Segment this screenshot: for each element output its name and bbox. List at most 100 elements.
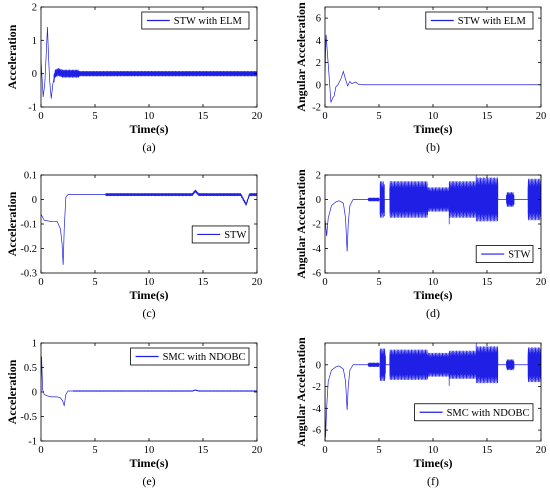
legend: SMC with NDOBC (414, 403, 534, 422)
legend-label: STW (508, 250, 530, 261)
y-tick-label: -0.5 (20, 412, 37, 423)
x-axis-label: Time(s) (129, 122, 168, 136)
plot-area (41, 175, 257, 273)
y-tick-label: 2 (316, 171, 321, 182)
x-tick-label: 20 (252, 445, 263, 456)
x-tick-label: 0 (322, 445, 327, 456)
subfigure-caption: (c) (142, 306, 155, 320)
y-tick-label: -2 (312, 103, 321, 114)
x-tick-label: 20 (536, 111, 547, 122)
x-tick-label: 10 (428, 445, 439, 456)
legend: STW with ELM (425, 11, 534, 30)
subfigure-caption: (f) (427, 474, 439, 488)
y-tick-label: 0 (32, 195, 37, 206)
legend-label: STW with ELM (174, 16, 243, 27)
x-tick-label: 15 (198, 111, 209, 122)
y-tick-label: 0.5 (24, 363, 37, 374)
series-line-e-0 (41, 356, 257, 407)
series-line-b-0 (325, 34, 541, 103)
x-tick-label: 5 (376, 445, 381, 456)
x-tick-label: 5 (92, 111, 97, 122)
x-tick-label: 10 (428, 111, 439, 122)
x-tick-label: 0 (38, 111, 43, 122)
x-axis-label: Time(s) (129, 456, 168, 470)
legend-box (425, 11, 534, 30)
y-tick-label: -1 (28, 437, 37, 448)
y-tick-label: 1 (32, 36, 37, 47)
y-axis-label: Acceleration (5, 191, 19, 256)
subfigure-caption: (a) (142, 140, 155, 154)
y-tick-label: -0.1 (20, 220, 37, 231)
x-tick-label: 0 (322, 111, 327, 122)
subfigure-caption: (b) (426, 140, 440, 154)
chart-panel-f: 0 5 10 15 20 -6 -4 -2 0 Time(s) Angular Accelerati… (294, 337, 547, 488)
x-tick-label: 15 (482, 277, 493, 288)
x-tick-label: 5 (376, 111, 381, 122)
y-tick-label: 0 (316, 360, 321, 371)
legend-label: STW (224, 230, 246, 241)
series-line-a-0 (41, 26, 257, 100)
y-tick-label: 0.1 (24, 171, 37, 182)
y-tick-label: -1 (28, 103, 37, 114)
y-axis-label: Acceleration (5, 24, 19, 89)
x-tick-label: 15 (482, 445, 493, 456)
x-tick-label: 15 (198, 277, 209, 288)
legend: STW (475, 245, 534, 263)
y-axis-label: Angular Acceleration (294, 169, 308, 279)
y-tick-label: -2 (312, 382, 321, 393)
y-axis-label: Angular Acceleration (294, 2, 308, 112)
legend-box (130, 347, 250, 366)
x-axis-label: Time(s) (413, 456, 452, 470)
x-tick-label: 10 (144, 445, 155, 456)
legend: STW with ELM (141, 11, 250, 30)
x-tick-label: 5 (376, 277, 381, 288)
legend-label: STW with ELM (458, 16, 527, 27)
y-tick-label: 0 (316, 195, 321, 206)
y-tick-label: 0 (316, 80, 321, 91)
chart-panel-d: 0 5 10 15 20 -6 -4 -2 0 2 Time(s) Angular Accelerat… (294, 169, 547, 320)
x-tick-label: 20 (252, 111, 263, 122)
y-tick-label: -6 (312, 426, 321, 437)
x-tick-label: 15 (198, 445, 209, 456)
chart-panel-e: 0 5 10 15 20 -1 -0.5 0 0.5 1 Time(s) Acceleration (e… (5, 339, 262, 489)
y-tick-label: -2 (312, 220, 321, 231)
x-axis-label: Time(s) (413, 288, 452, 302)
x-tick-label: 10 (428, 277, 439, 288)
series-line-f-0 (325, 343, 541, 438)
x-tick-label: 15 (482, 111, 493, 122)
x-tick-label: 10 (144, 277, 155, 288)
y-tick-label: 2 (32, 3, 37, 14)
y-axis-label: Acceleration (5, 359, 19, 424)
x-tick-label: 10 (144, 111, 155, 122)
y-tick-label: 2 (316, 58, 321, 69)
y-tick-label: 6 (316, 14, 321, 25)
y-tick-label: -4 (312, 404, 321, 415)
x-tick-label: 20 (536, 277, 547, 288)
legend-box (141, 11, 250, 30)
y-tick-label: 0 (32, 69, 37, 80)
y-tick-label: -6 (312, 269, 321, 280)
y-tick-label: 4 (316, 36, 322, 47)
y-tick-label: -0.3 (20, 269, 37, 280)
legend-box (191, 225, 250, 244)
x-axis-label: Time(s) (129, 288, 168, 302)
y-tick-label: -4 (312, 244, 321, 255)
x-tick-label: 0 (38, 445, 43, 456)
y-tick-label: 0 (32, 388, 37, 399)
legend: STW (191, 225, 250, 244)
subfigure-caption: (e) (142, 474, 155, 488)
y-axis-label: Angular Acceleration (294, 337, 308, 447)
x-tick-label: 20 (252, 277, 263, 288)
x-tick-label: 0 (38, 277, 43, 288)
legend-box (414, 403, 534, 422)
legend: SMC with NDOBC (130, 347, 250, 366)
y-tick-label: -0.2 (20, 244, 37, 255)
chart-panel-c: 0 5 10 15 20 -0.3 -0.2 -0.1 0 0.1 Time(s) Accelerat… (5, 171, 262, 321)
y-tick-label: 1 (32, 339, 37, 350)
x-tick-label: 20 (536, 445, 547, 456)
x-tick-label: 5 (92, 445, 97, 456)
x-tick-label: 0 (322, 277, 327, 288)
